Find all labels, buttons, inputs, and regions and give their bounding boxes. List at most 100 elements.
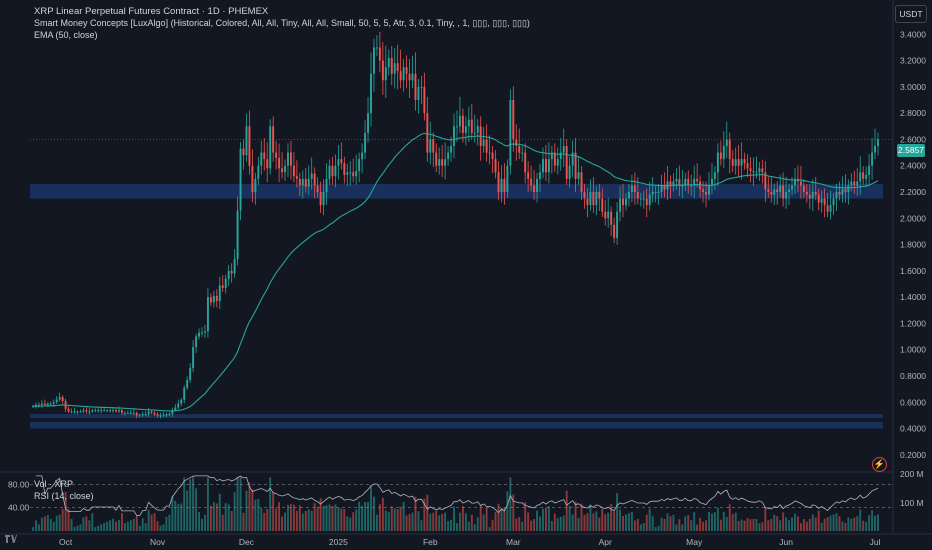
- candle-body: [740, 159, 743, 166]
- volume-bar: [636, 518, 639, 531]
- candle-body: [212, 295, 215, 303]
- volume-bar: [414, 496, 417, 531]
- indicator-ema-label[interactable]: EMA (50, close): [34, 30, 98, 40]
- candle-body: [269, 126, 272, 169]
- volume-bar: [352, 512, 355, 531]
- volume-bar: [266, 508, 269, 531]
- candle-body: [144, 414, 147, 416]
- volume-bar: [817, 510, 820, 531]
- candle-body: [168, 414, 171, 416]
- candle-body: [251, 165, 254, 192]
- volume-bar: [814, 517, 817, 531]
- candle-body: [473, 132, 476, 134]
- candle-body: [767, 189, 770, 192]
- volume-bar: [841, 521, 844, 531]
- volume-bar: [595, 511, 598, 531]
- candle-body: [239, 148, 242, 211]
- volume-bar: [251, 489, 254, 531]
- rsi-tick-label: 40.00: [8, 503, 30, 513]
- candle-body: [613, 224, 616, 238]
- volume-bar: [195, 488, 198, 531]
- volume-bar: [832, 514, 835, 531]
- volume-bar: [533, 519, 536, 531]
- volume-bar: [779, 520, 782, 531]
- volume-bar: [85, 516, 88, 531]
- price-tick-label: 0.6000: [900, 397, 926, 407]
- volume-bar: [292, 504, 295, 531]
- price-tick-label: 1.0000: [900, 345, 926, 355]
- volume-bar: [675, 524, 678, 531]
- currency-badge[interactable]: USDT: [895, 5, 927, 23]
- volume-bar: [37, 524, 40, 531]
- volume-bar: [823, 518, 826, 531]
- volume-bar: [494, 512, 497, 531]
- volume-bar: [820, 522, 823, 531]
- volume-bar: [722, 512, 725, 531]
- candle-body: [779, 185, 782, 192]
- volume-bar: [192, 477, 195, 531]
- volume-bar: [518, 517, 521, 531]
- indicator-smc-label[interactable]: Smart Money Concepts [LuxAlgo] (Historic…: [34, 18, 530, 28]
- volume-bar: [435, 510, 438, 531]
- symbol-title[interactable]: XRP Linear Perpetual Futures Contract · …: [34, 6, 269, 17]
- price-tick-label: 2.6000: [900, 134, 926, 144]
- time-tick-label: Mar: [506, 537, 521, 547]
- candle-body: [272, 126, 275, 153]
- volume-bar: [129, 520, 132, 531]
- time-tick-label: Nov: [150, 537, 166, 547]
- candle-body: [361, 152, 364, 160]
- volume-bar: [337, 507, 340, 531]
- lightning-icon[interactable]: ⚡: [872, 457, 887, 472]
- candle-body: [550, 152, 553, 160]
- volume-bar: [126, 521, 129, 531]
- candle-body: [289, 152, 292, 166]
- volume-bar: [782, 512, 785, 531]
- candle-body: [553, 152, 556, 166]
- candle-body: [675, 178, 678, 182]
- candle-body: [752, 170, 755, 173]
- candle-body: [636, 192, 639, 199]
- candle-body: [627, 192, 630, 199]
- candle-body: [331, 165, 334, 177]
- time-tick-label: 2025: [329, 537, 348, 547]
- candle-body: [408, 73, 411, 81]
- candle-body: [334, 165, 337, 177]
- volume-bar: [132, 518, 135, 531]
- volume-bar: [227, 504, 230, 531]
- volume-bar: [221, 514, 224, 531]
- volume-bar: [562, 515, 565, 531]
- volume-label[interactable]: Vol · XRP: [34, 479, 74, 489]
- candle-body: [467, 119, 470, 127]
- candle-body: [711, 178, 713, 186]
- time-tick-label: Feb: [423, 537, 438, 547]
- volume-bar: [275, 508, 278, 531]
- volume-bar: [438, 515, 441, 531]
- volume-bar: [390, 506, 393, 531]
- volume-bar: [856, 516, 859, 531]
- candle-body: [162, 415, 165, 417]
- volume-bar: [702, 521, 705, 531]
- volume-bar: [91, 513, 94, 531]
- volume-bar: [118, 520, 120, 531]
- volume-bar: [542, 508, 544, 531]
- candle-body: [180, 399, 183, 404]
- candle-body: [426, 113, 429, 153]
- volume-bar: [426, 494, 429, 531]
- candle-body: [838, 192, 841, 195]
- candle-body: [245, 126, 248, 156]
- candle-body: [405, 67, 408, 74]
- volume-bar: [607, 512, 610, 531]
- candle-body: [91, 410, 94, 412]
- volume-bar: [476, 517, 479, 531]
- liquidity-zone: [30, 184, 883, 199]
- candle-body: [865, 174, 868, 179]
- candle-body: [141, 414, 144, 416]
- candle-body: [476, 126, 479, 133]
- candle-body: [260, 152, 263, 166]
- volume-bar: [473, 524, 476, 531]
- rsi-label[interactable]: RSI (14, close): [34, 491, 94, 501]
- price-tick-label: 3.0000: [900, 82, 926, 92]
- candle-body: [364, 132, 367, 153]
- candle-body: [49, 403, 52, 405]
